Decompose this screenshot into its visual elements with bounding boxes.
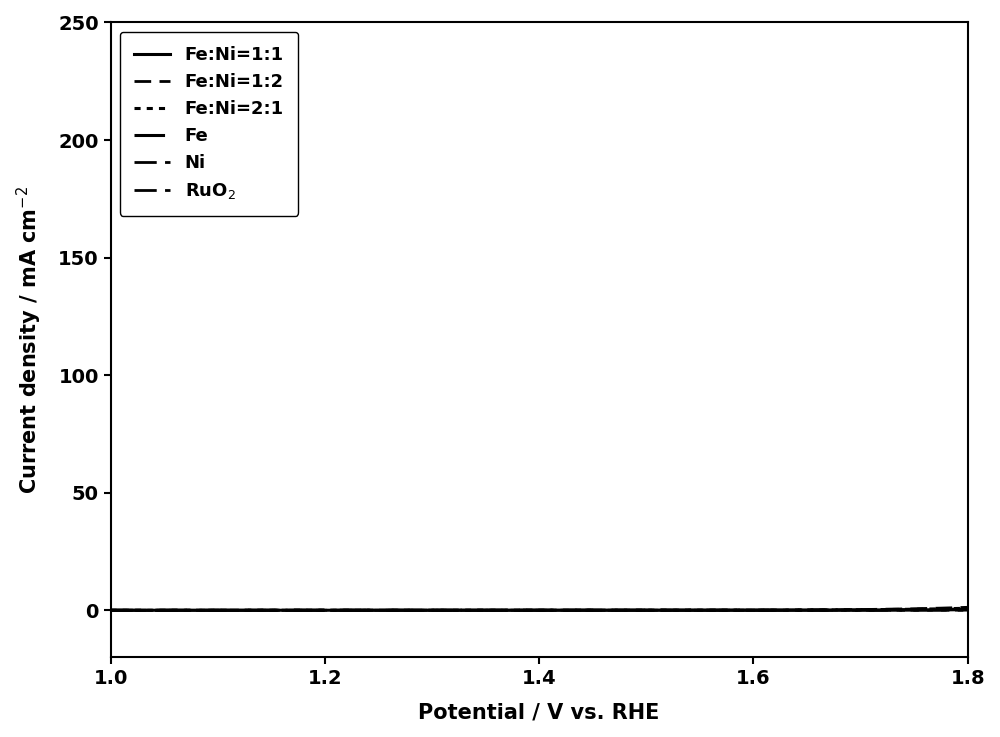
RuO$_2$ bbox=[253, 606, 265, 615]
Fe:Ni=1:2 bbox=[962, 603, 974, 612]
Fe:Ni=1:2 bbox=[253, 606, 265, 615]
Fe bbox=[202, 606, 214, 615]
Fe:Ni=1:1 bbox=[470, 606, 482, 615]
Fe:Ni=1:2 bbox=[433, 606, 445, 615]
Fe:Ni=2:1 bbox=[470, 606, 482, 615]
Ni bbox=[945, 606, 957, 615]
Fe:Ni=2:1 bbox=[253, 606, 265, 615]
RuO$_2$ bbox=[470, 606, 482, 615]
RuO$_2$ bbox=[202, 606, 214, 615]
Fe:Ni=1:2 bbox=[105, 606, 117, 615]
RuO$_2$ bbox=[945, 606, 957, 615]
Fe:Ni=2:1 bbox=[433, 606, 445, 615]
Fe:Ni=2:1 bbox=[945, 604, 957, 613]
Fe bbox=[105, 606, 117, 615]
Ni bbox=[433, 606, 445, 615]
RuO$_2$ bbox=[105, 606, 117, 615]
Fe:Ni=1:1 bbox=[945, 605, 957, 614]
Fe bbox=[253, 606, 265, 615]
Fe bbox=[962, 604, 974, 613]
Line: Fe: Fe bbox=[111, 609, 968, 610]
Fe:Ni=1:2 bbox=[202, 606, 214, 615]
Fe bbox=[470, 606, 482, 615]
Line: Fe:Ni=1:2: Fe:Ni=1:2 bbox=[111, 607, 968, 610]
RuO$_2$ bbox=[433, 606, 445, 615]
Ni bbox=[853, 606, 865, 615]
Fe:Ni=1:2 bbox=[853, 605, 865, 614]
Line: Fe:Ni=2:1: Fe:Ni=2:1 bbox=[111, 608, 968, 610]
Fe:Ni=2:1 bbox=[962, 604, 974, 612]
Fe:Ni=1:1 bbox=[962, 605, 974, 614]
Ni bbox=[105, 606, 117, 615]
X-axis label: Potential / V vs. RHE: Potential / V vs. RHE bbox=[418, 702, 660, 722]
Fe:Ni=2:1 bbox=[853, 605, 865, 614]
Fe:Ni=1:2 bbox=[470, 606, 482, 615]
RuO$_2$ bbox=[962, 606, 974, 615]
Fe:Ni=2:1 bbox=[202, 606, 214, 615]
Y-axis label: Current density / mA cm$^{-2}$: Current density / mA cm$^{-2}$ bbox=[15, 186, 44, 494]
Fe:Ni=2:1 bbox=[105, 606, 117, 615]
Legend: Fe:Ni=1:1, Fe:Ni=1:2, Fe:Ni=2:1, Fe, Ni, RuO$_2$: Fe:Ni=1:1, Fe:Ni=1:2, Fe:Ni=2:1, Fe, Ni,… bbox=[120, 32, 298, 215]
Ni bbox=[962, 606, 974, 615]
Fe:Ni=1:1 bbox=[105, 606, 117, 615]
Fe:Ni=1:1 bbox=[433, 606, 445, 615]
RuO$_2$ bbox=[853, 606, 865, 615]
Ni bbox=[253, 606, 265, 615]
Fe:Ni=1:1 bbox=[202, 606, 214, 615]
Fe:Ni=1:2 bbox=[945, 604, 957, 612]
Fe bbox=[945, 605, 957, 614]
Fe:Ni=1:1 bbox=[853, 606, 865, 615]
Fe bbox=[853, 606, 865, 615]
Ni bbox=[470, 606, 482, 615]
Fe bbox=[433, 606, 445, 615]
Ni bbox=[202, 606, 214, 615]
Fe:Ni=1:1 bbox=[253, 606, 265, 615]
